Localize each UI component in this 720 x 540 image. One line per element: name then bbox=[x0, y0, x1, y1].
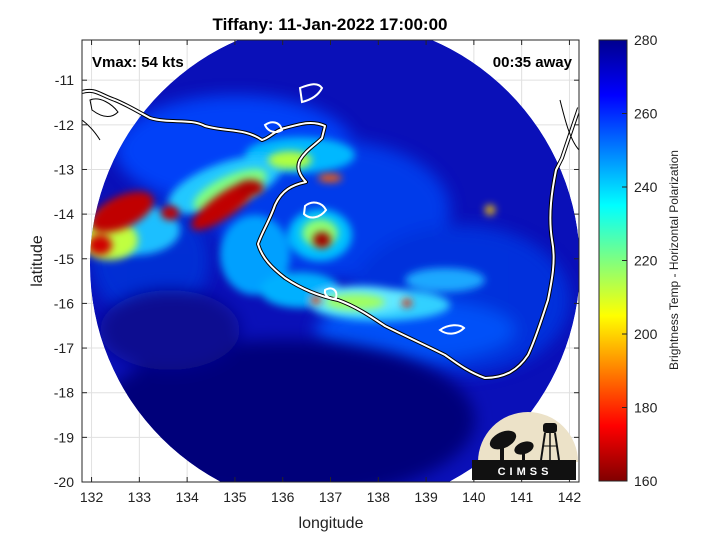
y-tick-labels: -11 -12 -13 -14 -15 -16 -17 -18 -19 -20 bbox=[54, 72, 74, 490]
time-away-annotation: 00:35 away bbox=[493, 54, 573, 71]
y-tick-label: -17 bbox=[54, 340, 74, 356]
x-tick-label: 139 bbox=[414, 489, 438, 505]
y-tick-label: -11 bbox=[55, 72, 74, 88]
colorbar-tick-label: 240 bbox=[634, 179, 658, 195]
tick-marks bbox=[82, 40, 579, 483]
vmax-annotation: Vmax: 54 kts bbox=[92, 54, 184, 71]
colorbar-tick-label: 220 bbox=[634, 253, 658, 269]
y-tick-label: -18 bbox=[54, 385, 74, 401]
microwave-swath bbox=[82, 40, 579, 482]
y-tick-label: -20 bbox=[54, 474, 74, 490]
x-tick-labels: 132 133 134 135 136 137 138 139 140 141 142 bbox=[80, 489, 581, 505]
y-tick-label: -14 bbox=[54, 206, 74, 222]
colorbar-tick-label: 200 bbox=[634, 326, 658, 342]
colorbar-label: Brightness Temp - Horizontal Polarizatio… bbox=[667, 150, 681, 370]
x-tick-label: 137 bbox=[319, 489, 343, 505]
x-tick-label: 140 bbox=[462, 489, 486, 505]
logo-label: CIMSS bbox=[498, 466, 553, 478]
x-tick-label: 142 bbox=[558, 489, 582, 505]
x-tick-label: 132 bbox=[80, 489, 104, 505]
y-tick-label: -16 bbox=[54, 295, 74, 311]
y-tick-label: -15 bbox=[54, 251, 74, 267]
x-tick-label: 141 bbox=[510, 489, 534, 505]
x-tick-label: 138 bbox=[367, 489, 391, 505]
chart-title: Tiffany: 11-Jan-2022 17:00:00 bbox=[213, 15, 448, 34]
x-tick-label: 134 bbox=[175, 489, 199, 505]
y-tick-label: -19 bbox=[54, 429, 74, 445]
y-axis-label: latitude bbox=[29, 235, 46, 287]
y-tick-label: -12 bbox=[54, 117, 74, 133]
cimss-logo: CIMSS bbox=[472, 412, 578, 480]
colorbar-tick-label: 180 bbox=[634, 400, 658, 416]
x-tick-label: 133 bbox=[128, 489, 152, 505]
x-axis-label: longitude bbox=[299, 515, 364, 532]
colorbar-tick-label: 260 bbox=[634, 106, 658, 122]
colorbar-tick-label: 280 bbox=[634, 32, 658, 48]
x-tick-label: 135 bbox=[223, 489, 247, 505]
colorbar-ticks: 280 260 240 220 200 180 160 bbox=[622, 32, 658, 489]
coastline bbox=[82, 83, 579, 380]
colorbar-tick-label: 160 bbox=[634, 473, 658, 489]
y-tick-label: -13 bbox=[54, 161, 74, 177]
x-tick-label: 136 bbox=[271, 489, 295, 505]
